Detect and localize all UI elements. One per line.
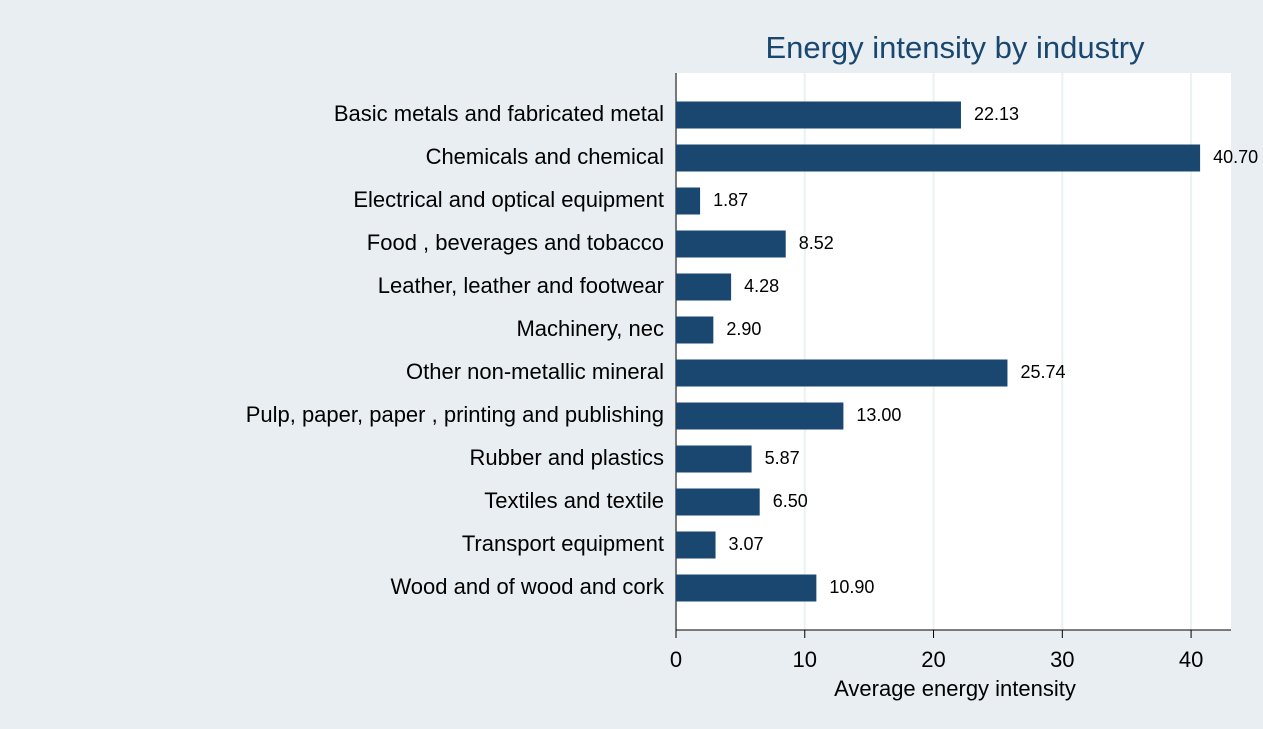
value-label: 8.52 xyxy=(799,233,834,253)
bar xyxy=(676,187,701,215)
bar xyxy=(676,445,752,473)
x-tick-label: 20 xyxy=(921,647,945,672)
y-tick-label: Leather, leather and footwear xyxy=(378,273,664,298)
bar xyxy=(676,316,714,344)
y-tick-label: Pulp, paper, paper , printing and publis… xyxy=(246,402,664,427)
value-label: 2.90 xyxy=(726,319,761,339)
bar xyxy=(676,230,786,258)
value-label: 5.87 xyxy=(765,448,800,468)
value-label: 4.28 xyxy=(744,276,779,296)
y-tick-label: Rubber and plastics xyxy=(470,445,664,470)
bar xyxy=(676,531,716,559)
bar xyxy=(676,402,844,430)
y-tick-label: Basic metals and fabricated metal xyxy=(334,101,664,126)
x-tick-label: 0 xyxy=(670,647,682,672)
y-tick-label: Machinery, nec xyxy=(516,316,664,341)
y-tick-label: Transport equipment xyxy=(462,531,664,556)
value-label: 10.90 xyxy=(829,577,874,597)
bar xyxy=(676,359,1008,387)
value-label: 25.74 xyxy=(1020,362,1065,382)
bar xyxy=(676,488,760,516)
chart-title: Energy intensity by industry xyxy=(765,30,1145,65)
value-label: 13.00 xyxy=(856,405,901,425)
x-tick-label: 30 xyxy=(1050,647,1074,672)
bar xyxy=(676,273,732,301)
y-tick-label: Electrical and optical equipment xyxy=(353,187,664,212)
value-label: 22.13 xyxy=(974,104,1019,124)
x-tick-label: 40 xyxy=(1179,647,1203,672)
y-tick-label: Food , beverages and tobacco xyxy=(367,230,664,255)
bar xyxy=(676,101,961,129)
y-tick-label: Chemicals and chemical xyxy=(426,144,664,169)
bar xyxy=(676,574,817,602)
value-label: 40.70 xyxy=(1213,147,1258,167)
bar xyxy=(676,144,1201,172)
value-label: 3.07 xyxy=(729,534,764,554)
x-axis-title: Average energy intensity xyxy=(834,676,1076,701)
y-tick-label: Other non-metallic mineral xyxy=(406,359,664,384)
value-label: 1.87 xyxy=(713,190,748,210)
value-label: 6.50 xyxy=(773,491,808,511)
x-tick-label: 10 xyxy=(793,647,817,672)
y-tick-label: Wood and of wood and cork xyxy=(390,574,665,599)
y-tick-label: Textiles and textile xyxy=(484,488,664,513)
